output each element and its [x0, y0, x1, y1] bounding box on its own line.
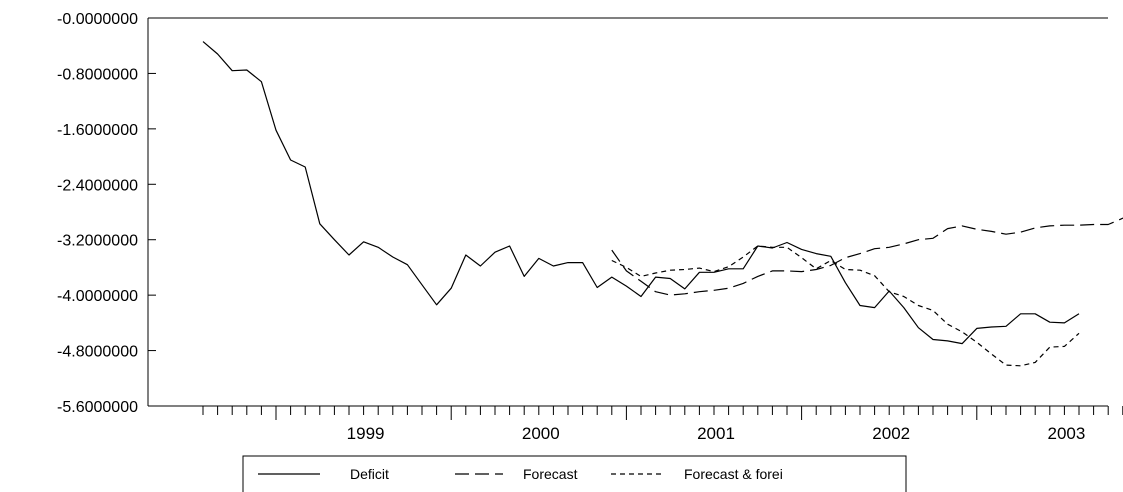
- y-axis: -0.0000000 -0.8000000 -1.6000000 -2.4000000…: [57, 11, 156, 416]
- y-tick-label: -5.6000000: [57, 399, 138, 416]
- legend-label: Forecast & forei: [684, 466, 783, 482]
- series-layer: [202, 41, 1123, 367]
- y-tick-label: -3.2000000: [57, 233, 138, 250]
- plot-area: [147, 17, 1108, 407]
- y-tick-label: -0.0000000: [57, 11, 138, 28]
- x-tick-label: 2000: [522, 424, 560, 443]
- series-line-forecast-forei: [611, 245, 1080, 367]
- series-line-forecast: [611, 217, 1123, 296]
- y-tick-label: -0.8000000: [57, 66, 138, 83]
- y-tick-label: -4.8000000: [57, 344, 138, 361]
- series-line-deficit: [202, 41, 1080, 345]
- x-tick-label: 2003: [1047, 424, 1085, 443]
- x-tick-label: 1999: [347, 424, 385, 443]
- x-tick-label: 2002: [872, 424, 910, 443]
- x-tick-label: 2001: [697, 424, 735, 443]
- legend: Deficit Forecast Forecast & forei: [242, 455, 907, 492]
- legend-box: [242, 455, 907, 492]
- legend-label: Forecast: [523, 466, 578, 482]
- y-tick-label: -1.6000000: [57, 122, 138, 139]
- y-tick-label: -2.4000000: [57, 177, 138, 194]
- y-tick-label: -4.0000000: [57, 288, 138, 305]
- x-axis: 1999 2000 2001 2002 2003: [202, 406, 1123, 443]
- legend-label: Deficit: [350, 466, 389, 482]
